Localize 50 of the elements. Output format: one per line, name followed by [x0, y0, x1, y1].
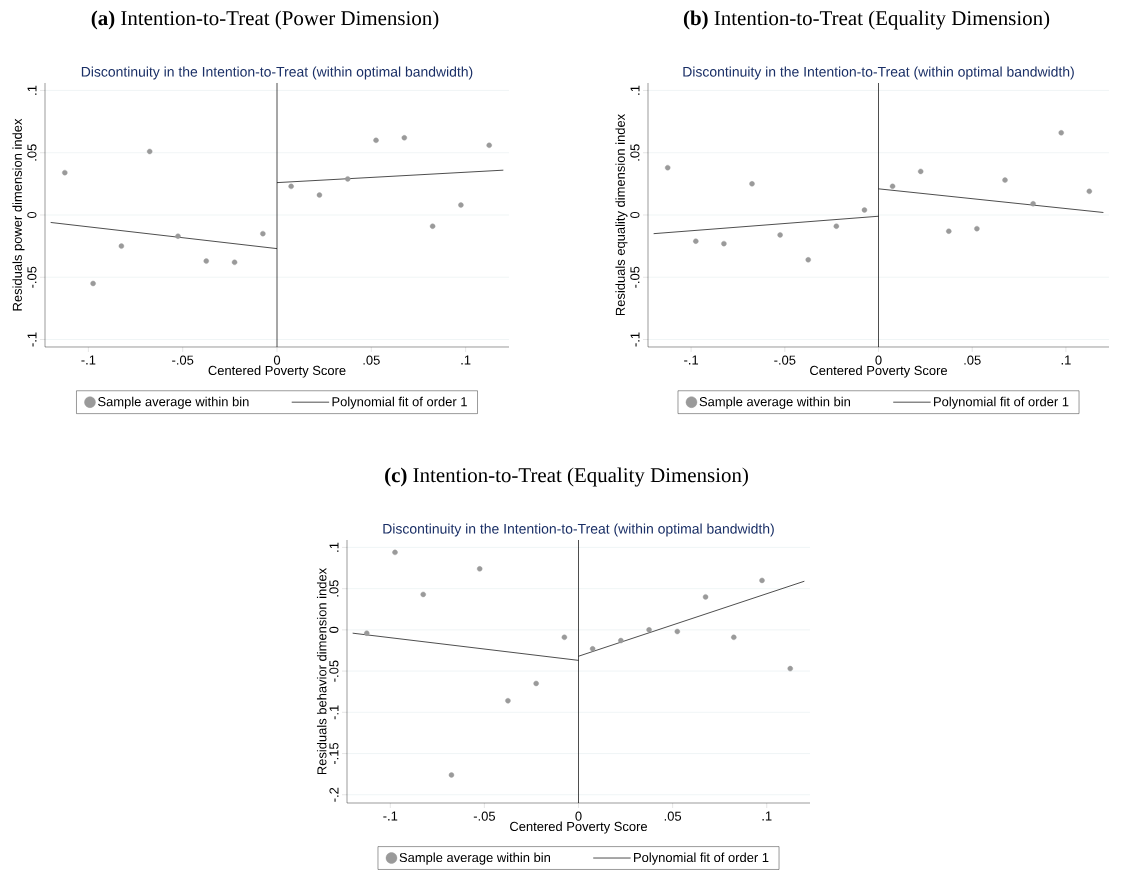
x-tick-label: 0: [575, 811, 582, 821]
y-tick-label: 0: [630, 211, 640, 219]
legend-label: Polynomial fit of order 1: [634, 852, 769, 865]
x-tick-label: -.05: [172, 355, 194, 365]
y-axis-title: Residuals equality dimension index: [615, 114, 628, 316]
y-tick-label: .05: [630, 144, 640, 161]
x-tick-label: -.1: [81, 355, 96, 365]
chart-title: (a) Intention-to-Treat (Power Dimension): [91, 10, 439, 30]
y-tick-label: .05: [329, 580, 339, 597]
y-tick-label: .1: [630, 85, 640, 95]
x-tick-label: 0: [273, 355, 281, 365]
x-tick-label: 0: [875, 355, 882, 365]
x-tick-label: .1: [762, 811, 772, 821]
x-tick-label: .1: [1061, 355, 1071, 365]
legend-label: Sample average within bin: [699, 396, 850, 409]
x-tick-label: .1: [461, 355, 471, 365]
y-tick-label: 0: [329, 626, 339, 633]
y-tick-label: -.1: [630, 332, 640, 347]
x-tick-label: .05: [363, 355, 380, 365]
x-tick-label: -.1: [684, 355, 699, 365]
x-tick-label: -.05: [473, 811, 496, 821]
legend-label: Sample average within bin: [399, 852, 550, 865]
chart-subtitle: Discontinuity in the Intention-to-Treat (within optimal bandwidth): [383, 523, 774, 537]
x-tick-label: -.1: [383, 811, 398, 821]
y-tick-label: .05: [27, 144, 37, 161]
x-axis-title: Centered Poverty Score: [208, 365, 346, 378]
chart-title: (c) Intention-to-Treat (Equality Dimension): [385, 467, 748, 487]
y-tick-label: -.05: [329, 660, 339, 682]
y-tick-label: .1: [27, 85, 37, 95]
y-axis-title: Residuals behavior dimension index: [316, 568, 327, 775]
y-tick-label: -.1: [27, 332, 37, 347]
y-tick-label: .1: [329, 542, 339, 552]
x-axis-title: Centered Poverty Score: [810, 365, 948, 378]
y-axis-title: Residuals power dimension index: [12, 118, 25, 311]
y-tick-label: -.05: [630, 266, 640, 288]
y-tick-label: -.1: [329, 705, 339, 720]
y-tick-label: -.15: [329, 742, 339, 765]
x-tick-label: .05: [964, 355, 981, 365]
legend-label: Sample average within bin: [98, 396, 249, 409]
x-tick-label: -.05: [774, 355, 796, 365]
y-tick-label: 0: [27, 211, 37, 219]
y-tick-label: -.2: [329, 787, 339, 802]
y-tick-label: -.05: [27, 266, 37, 288]
x-tick-label: .05: [664, 811, 682, 821]
legend-label: Polynomial fit of order 1: [934, 396, 1069, 409]
chart-title: (b) Intention-to-Treat (Equality Dimension): [683, 10, 1050, 30]
legend-label: Polynomial fit of order 1: [332, 396, 467, 409]
x-axis-title: Centered Poverty Score: [510, 821, 648, 834]
chart-subtitle: Discontinuity in the Intention-to-Treat (within optimal bandwidth): [81, 66, 473, 80]
chart-subtitle: Discontinuity in the Intention-to-Treat (within optimal bandwidth): [683, 66, 1074, 80]
